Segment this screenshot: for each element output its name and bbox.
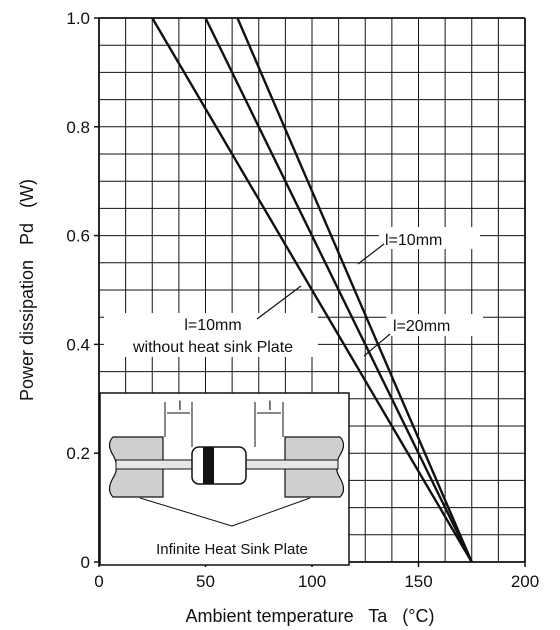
y-tick-label: 0.2 [66,444,90,463]
y-tick-label: 0.6 [66,227,90,246]
annot-l20mm: l=20mm [393,318,450,335]
x-axis-title: Ambient temperature Ta (°C) [186,606,435,626]
y-axis-title: Power dissipation Pd (W) [17,179,37,401]
inset-label: Infinite Heat Sink Plate [156,541,308,558]
series-line-3 [236,17,473,563]
annot-bg-noplate [104,313,318,357]
inset-heat-sink-diagram: l l Infinite Heat Sink Plate [99,392,350,566]
y-tick-label: 0.4 [66,335,90,354]
annot-bg-l20 [386,314,483,336]
diode-cathode-band [203,447,214,484]
annot-l10mm-noplate: l=10mm [184,317,241,334]
y-tick-label: 1.0 [66,9,90,28]
annotations: l=10mm l=20mm l=10mm without heat sink P… [104,227,483,357]
series-lines [151,17,473,563]
x-tick-label: 150 [404,572,432,591]
plate-pointer-left [139,497,233,527]
x-tick-label: 200 [511,572,539,591]
diode-body [191,446,247,485]
annot-l10mm-pointer [357,243,385,265]
annot-without-plate: without heat sink Plate [132,339,293,356]
annot-l20mm-pointer [363,333,391,357]
annot-l10mm: l=10mm [385,232,442,249]
x-tick-label: 0 [94,572,103,591]
x-tick-label: 100 [298,572,326,591]
annot-bg-l10 [379,227,480,249]
x-tick-label: 50 [196,572,215,591]
series-line-2 [204,17,473,563]
annot-noplate-pointer [256,285,302,320]
x-tick-labels: 0 50 100 150 200 [94,572,539,591]
dim-label-left: l [179,398,182,413]
series-line-1 [151,17,473,563]
plate-pointer-right [231,497,311,527]
y-tick-label: 0.8 [66,118,90,137]
dim-label-right: l [269,398,272,413]
y-tick-label: 0 [81,553,90,572]
y-tick-labels: 0 0.2 0.4 0.6 0.8 1.0 [66,9,90,572]
